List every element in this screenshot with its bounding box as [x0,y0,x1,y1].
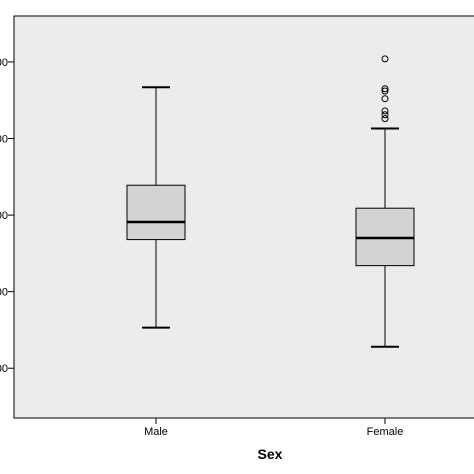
x-tick-label: Male [144,426,168,438]
boxes [126,55,415,348]
y-tick-label: 00 [0,57,8,69]
outlier-point [381,85,389,93]
y-axis: 00 00 00 00 00 [0,57,14,375]
y-tick-label: 00 [0,210,8,222]
outlier-point [381,111,389,119]
outlier-point [381,95,389,103]
x-axis-title: Sex [258,446,283,462]
y-tick-label: 00 [0,287,8,299]
outlier-point [381,55,389,63]
iqr-box [126,184,186,241]
box-male [126,86,186,329]
y-tick-label: 00 [0,134,8,146]
outlier-point [381,115,389,123]
y-tick-label: 00 [0,363,8,375]
box-female [355,55,415,348]
x-tick-label: Female [367,426,404,438]
x-axis: Male Female [144,418,403,438]
outlier-point [381,107,389,115]
outlier-point [381,87,389,95]
